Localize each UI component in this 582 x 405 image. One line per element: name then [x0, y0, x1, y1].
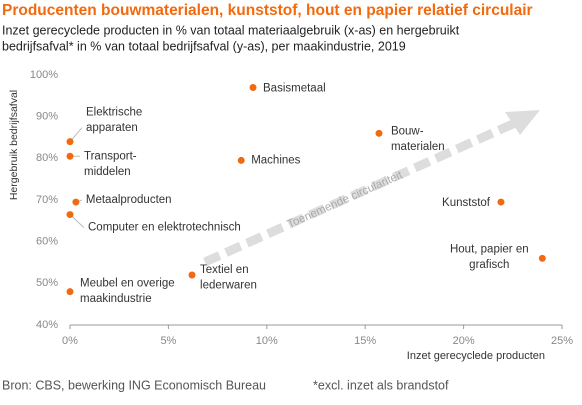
point-label: Machines — [251, 154, 300, 166]
point-label: Transport- — [84, 150, 137, 162]
point — [375, 129, 383, 137]
point-label: Computer en elektrotechnisch — [88, 222, 241, 234]
y-tick-label: 80% — [36, 152, 58, 164]
y-tick-label: 100% — [30, 69, 58, 81]
point — [66, 211, 74, 219]
x-tick-label: 0% — [62, 335, 78, 347]
point-label: maakindustrie — [80, 293, 152, 305]
y-axis-title: Hergebruik bedrijfsafval — [8, 90, 20, 200]
point-label: grafisch — [469, 259, 509, 271]
point — [249, 84, 257, 91]
point-label: Textiel en — [200, 264, 249, 276]
x-tick-label: 5% — [160, 335, 176, 347]
x-axis-title: Inzet gerecyclede producten — [407, 350, 545, 362]
y-tick-label: 60% — [36, 236, 58, 248]
y-tick-label: 90% — [36, 111, 58, 123]
point — [66, 138, 74, 146]
point — [66, 288, 74, 296]
chart-title: Producenten bouwmaterialen, kunststof, h… — [2, 2, 533, 19]
point-label: apparaten — [86, 122, 138, 134]
x-tick-label: 15% — [354, 335, 376, 347]
point — [237, 156, 245, 164]
x-tick-label: 20% — [453, 335, 475, 347]
point — [538, 254, 546, 262]
trend-arrow — [203, 110, 540, 267]
point-label: Metaalproducten — [86, 194, 172, 206]
point-label: materialen — [391, 141, 445, 153]
subtitle: Inzet gerecyclede producten in % van tot… — [2, 23, 460, 37]
point — [497, 198, 505, 206]
x-tick-label: 25% — [551, 335, 573, 347]
point — [72, 198, 80, 206]
annotation: Toenemende circulariteit — [286, 169, 405, 231]
point-label: middelen — [84, 166, 131, 178]
point-label: Meubel en overige — [80, 278, 175, 290]
point-label: Basismetaal — [263, 83, 326, 95]
point-label: lederwaren — [200, 280, 257, 292]
point — [188, 271, 196, 279]
y-tick-label: 40% — [36, 319, 58, 331]
footnote: *excl. inzet als brandstof — [313, 378, 449, 392]
y-tick-label: 70% — [36, 194, 58, 206]
source: Bron: CBS, bewerking ING Economisch Bure… — [2, 378, 266, 392]
y-tick-label: 50% — [36, 277, 58, 289]
x-tick-label: 10% — [256, 335, 278, 347]
point-label: Kunststof — [442, 197, 491, 209]
point — [66, 152, 74, 160]
point-label: Bouw- — [391, 125, 424, 137]
subtitle: bedrijfsafval* in % van totaal bedrijfsa… — [2, 39, 406, 53]
point-label: Elektrische — [86, 107, 142, 119]
point-label: Hout, papier en — [450, 243, 529, 255]
